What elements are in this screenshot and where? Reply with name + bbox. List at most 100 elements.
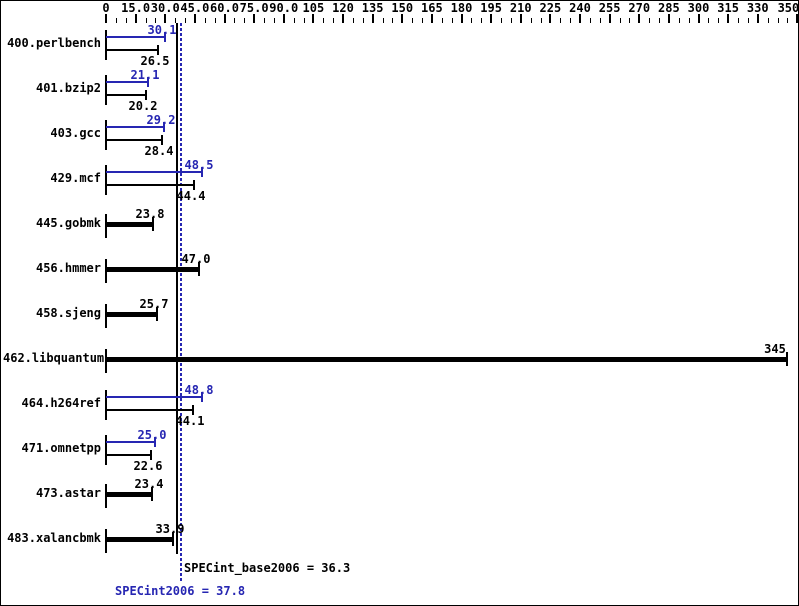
axis-major-tick <box>549 14 552 23</box>
axis-major-tick <box>608 14 611 23</box>
axis-minor-tick <box>747 18 749 23</box>
specint-base2006-summary: SPECint_base2006 = 36.3 <box>184 561 351 575</box>
axis-major-tick <box>193 14 196 23</box>
benchmark-label: 400.perlbench <box>7 36 101 50</box>
bar-value-label: 26.5 <box>140 54 170 68</box>
axis-tick-label: 210 <box>509 1 532 15</box>
base-bar <box>106 94 146 96</box>
axis-major-tick <box>490 14 493 23</box>
base-bar <box>106 357 787 362</box>
benchmark-label: 464.h264ref <box>21 396 101 410</box>
axis-minor-tick <box>293 18 295 23</box>
axis-tick-label: 195 <box>480 1 502 15</box>
axis-minor-tick <box>501 18 502 23</box>
axis-major-tick <box>796 14 798 23</box>
axis-major-tick <box>342 14 344 23</box>
axis-tick-label: 120 <box>332 1 354 15</box>
specint-base-mean-line <box>176 23 178 554</box>
axis-minor-tick <box>570 18 572 23</box>
axis-major-tick <box>223 14 226 23</box>
base-bar <box>106 49 158 51</box>
axis-minor-tick <box>540 18 542 23</box>
axis-major-tick <box>727 14 730 23</box>
specint-peak-mean-line <box>180 23 182 583</box>
base-bar-end-tick <box>156 307 158 321</box>
axis-minor-tick <box>352 18 354 23</box>
axis-minor-tick <box>441 18 443 23</box>
base-bar-end-tick <box>145 90 147 100</box>
axis-minor-tick <box>451 18 453 23</box>
base-bar <box>106 139 162 141</box>
bar-value-label: 28.4 <box>144 144 174 158</box>
bar-value-label: 44.4 <box>176 189 206 203</box>
axis-minor-tick <box>125 18 127 23</box>
axis-major-tick <box>401 14 404 23</box>
axis-tick-label: 30.0 <box>150 1 180 15</box>
base-bar <box>106 267 199 272</box>
row-axis-bracket <box>105 390 107 420</box>
axis-minor-tick <box>678 18 680 23</box>
axis-minor-tick <box>264 18 265 23</box>
bar-value-label: 22.6 <box>133 459 163 473</box>
axis-minor-tick <box>589 18 591 23</box>
row-axis-bracket <box>105 120 107 150</box>
axis-minor-tick <box>599 18 601 23</box>
peak-bar <box>106 36 165 38</box>
benchmark-label: 401.bzip2 <box>35 81 101 95</box>
axis-tick-label: 330 <box>746 1 769 15</box>
base-bar <box>106 222 153 227</box>
axis-minor-tick <box>688 18 690 23</box>
axis-tick-label: 45.0 <box>180 1 210 15</box>
axis-tick-label: 60.0 <box>210 1 239 15</box>
base-bar <box>106 184 194 186</box>
axis-minor-tick <box>214 18 216 23</box>
peak-bar <box>106 171 202 173</box>
benchmark-label: 483.xalancbmk <box>7 531 101 545</box>
axis-minor-tick <box>115 18 117 23</box>
axis-minor-tick <box>481 18 483 23</box>
axis-minor-tick <box>333 18 335 23</box>
axis-minor-tick <box>649 18 651 23</box>
axis-tick-label: 105 <box>302 1 325 15</box>
axis-major-tick <box>460 14 463 23</box>
benchmark-label: 403.gcc <box>50 126 101 140</box>
axis-tick-label: 75.0 <box>239 1 269 15</box>
bar-value-label: 44.1 <box>175 414 205 428</box>
axis-tick-label: 0 <box>102 1 110 15</box>
axis-minor-tick <box>362 18 364 23</box>
base-bar-end-tick <box>786 352 788 366</box>
axis-minor-tick <box>382 18 384 23</box>
axis-minor-tick <box>560 18 562 23</box>
axis-major-tick <box>134 14 137 23</box>
axis-minor-tick <box>738 18 739 23</box>
peak-bar-end-tick <box>164 32 166 42</box>
axis-minor-tick <box>510 18 512 23</box>
specint2006-summary: SPECint2006 = 37.8 <box>115 584 246 598</box>
axis-end-label: 350 <box>777 1 799 15</box>
axis-major-tick <box>253 14 256 23</box>
bar-value-label: 25.7 <box>139 297 169 311</box>
axis-minor-tick <box>303 18 305 23</box>
bar-value-label: 23.4 <box>134 477 164 491</box>
bar-value-label: 21.1 <box>130 68 160 82</box>
base-bar-end-tick <box>172 532 174 546</box>
axis-tick-label: 255 <box>598 1 621 15</box>
axis-minor-tick <box>619 18 621 23</box>
peak-bar-end-tick <box>154 437 156 447</box>
base-bar <box>106 492 152 497</box>
axis-minor-tick <box>422 18 423 23</box>
peak-bar-end-tick <box>201 167 203 177</box>
axis-tick-label: 150 <box>391 1 414 15</box>
base-bar-end-tick <box>151 487 153 501</box>
axis-minor-tick <box>412 18 414 23</box>
axis-major-tick <box>756 14 759 23</box>
bar-value-label: 30.1 <box>147 23 177 37</box>
axis-minor-tick <box>175 18 177 23</box>
axis-major-tick <box>638 14 641 23</box>
axis-minor-tick <box>777 18 779 23</box>
benchmark-label: 445.gobmk <box>35 216 101 230</box>
axis-major-tick <box>430 14 433 23</box>
axis-tick-label: 300 <box>687 1 710 15</box>
axis-minor-tick <box>145 18 147 23</box>
